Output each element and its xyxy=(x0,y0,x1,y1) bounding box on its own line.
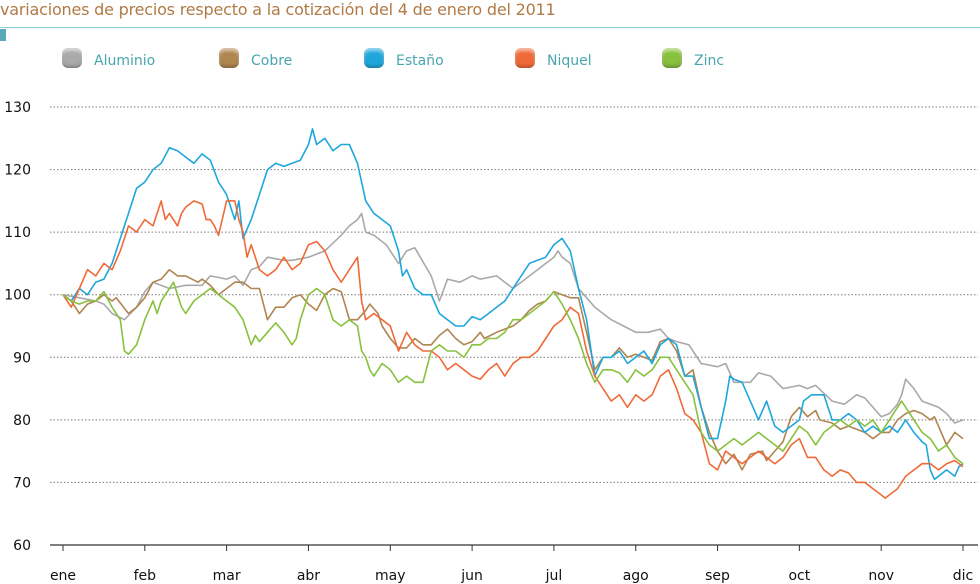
legend-swatch-zinc xyxy=(662,48,682,68)
x-tick-label: dic xyxy=(953,568,973,584)
series-line-aluminio xyxy=(62,212,964,424)
series-line-cobre xyxy=(62,268,964,471)
y-tick-label: 110 xyxy=(4,225,31,241)
legend-swatch-aluminio xyxy=(62,48,82,68)
legend-swatch-cobre xyxy=(219,48,239,68)
y-tick-label: 120 xyxy=(4,163,31,179)
x-tick-label: mar xyxy=(213,568,241,584)
y-tick-label: 100 xyxy=(4,288,31,304)
legend-label: Zinc xyxy=(694,53,725,69)
y-tick-label: 80 xyxy=(13,413,31,429)
title-divider xyxy=(0,27,980,28)
y-tick-label: 60 xyxy=(13,538,31,554)
x-tick-label: ene xyxy=(50,568,76,584)
corner-accent xyxy=(0,29,6,41)
chart-title: variaciones de precios respecto a la cot… xyxy=(0,0,556,19)
x-tick-label: jun xyxy=(460,568,483,584)
x-axis: ene feb mar abr may jun jul ago sep oct nov dic xyxy=(50,545,973,584)
x-tick-label: abr xyxy=(297,568,320,584)
legend-swatch-niquel xyxy=(515,48,535,68)
y-tick-label: 70 xyxy=(13,475,31,491)
legend-label: Cobre xyxy=(251,53,293,69)
x-tick-label: sep xyxy=(705,568,730,584)
legend-swatch-estano xyxy=(364,48,384,68)
series-line-estano xyxy=(62,128,964,481)
y-axis-tick-labels: 60 70 80 90 100 110 120 130 xyxy=(4,100,31,554)
x-tick-label: feb xyxy=(134,568,157,584)
legend-label: Niquel xyxy=(547,53,592,69)
legend-label: Estaño xyxy=(396,53,444,69)
y-tick-label: 130 xyxy=(4,100,31,116)
x-tick-label: jul xyxy=(545,568,563,584)
legend-label: Aluminio xyxy=(94,53,156,69)
x-tick-label: may xyxy=(375,568,406,584)
series-lines xyxy=(62,128,964,499)
series-line-niquel xyxy=(62,200,964,499)
x-tick-label: ago xyxy=(623,568,649,584)
series-line-zinc xyxy=(62,281,964,465)
y-tick-label: 90 xyxy=(13,350,31,366)
x-tick-label: nov xyxy=(868,568,894,584)
gridlines xyxy=(50,106,978,546)
x-tick-label: oct xyxy=(788,568,810,584)
